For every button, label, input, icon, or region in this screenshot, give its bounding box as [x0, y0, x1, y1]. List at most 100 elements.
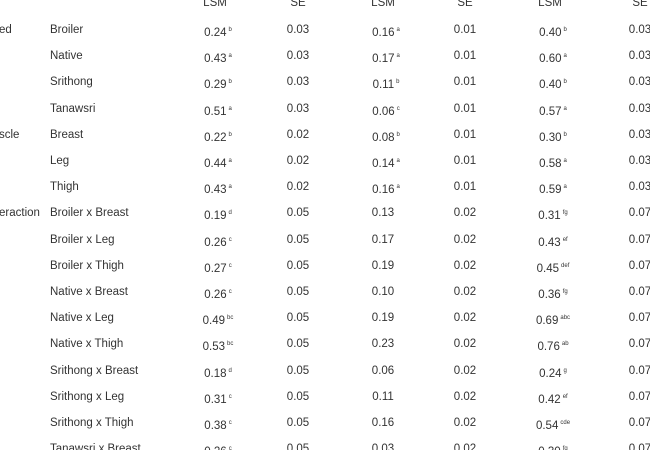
cell: 0.02: [454, 285, 476, 299]
column-header: SE: [290, 0, 306, 9]
superscript: a: [396, 158, 400, 164]
cell-value: 0.07: [628, 233, 650, 246]
row-label: Breast: [50, 128, 84, 141]
cell: 0.16 a: [372, 180, 400, 197]
cell-value: 0.02: [453, 443, 477, 450]
cell-value: 0.07: [628, 417, 650, 429]
cell-value: 0.11: [372, 79, 395, 92]
group-label: scle: [0, 128, 20, 141]
cell-value: 0.17: [371, 233, 395, 246]
cell: 0.01: [454, 102, 476, 116]
cell-value: 0.02: [286, 155, 310, 167]
cell-value: 0.26: [204, 236, 227, 249]
cell-value: 0.59: [539, 184, 562, 197]
cell-value: 0.01: [453, 76, 477, 89]
cell-value: 0.11: [372, 390, 394, 403]
cell-value: 0.01: [453, 102, 477, 115]
cell: 0.13: [372, 206, 394, 220]
cell-value: 0.06: [371, 364, 395, 377]
cell: 0.10: [372, 285, 394, 299]
cell: 0.03: [629, 180, 650, 194]
cell-value: 0.05: [286, 207, 310, 220]
superscript: fg: [562, 289, 568, 295]
cell-value: 0.05: [286, 338, 310, 351]
cell-value: 0.02: [453, 312, 477, 325]
cell: 0.02: [454, 390, 476, 404]
superscript: b: [563, 131, 567, 138]
cell-value: 0.02: [453, 233, 477, 246]
cell-value: 0.30: [538, 446, 560, 450]
cell: 0.19: [372, 311, 394, 325]
row-label: Srithong x Leg: [50, 390, 125, 403]
cell: 0.26c: [204, 442, 231, 450]
superscript: b: [228, 79, 232, 86]
cell-value: 0.51: [204, 105, 227, 118]
column-header: LSM: [538, 0, 562, 9]
cell-value: 0.05: [286, 312, 310, 325]
superscript: a: [563, 105, 567, 112]
cell: 0.23: [372, 337, 394, 351]
cell: 0.43 a: [204, 180, 232, 197]
cell: 0.18 d: [204, 364, 232, 381]
cell-value: 0.02: [286, 181, 310, 194]
cell: 0.03: [629, 23, 650, 37]
cell-value: 0.03: [286, 102, 310, 115]
cell-value: 0.01: [453, 181, 477, 194]
cell: 0.76 ab: [537, 337, 568, 354]
cell-value: 0.54: [535, 420, 559, 432]
cell-value: 0.42: [538, 393, 561, 406]
cell-value: 0.01: [453, 50, 477, 63]
cell: 0.07: [629, 233, 650, 247]
cell-value: 0.27: [204, 262, 227, 275]
cell-value: 0.43: [538, 236, 561, 249]
superscript: a: [228, 105, 232, 112]
cell: 0.03: [629, 154, 650, 168]
cell: 0.07: [629, 206, 650, 220]
cell: 0.05: [287, 442, 309, 450]
cell-value: 0.05: [286, 443, 310, 450]
superscript: c: [228, 420, 232, 426]
cell: 0.40 b: [539, 23, 567, 40]
superscript: a: [563, 53, 567, 60]
cell: 0.45 def: [537, 259, 570, 276]
superscript: c: [228, 289, 232, 295]
cell: 0.24 b: [204, 23, 232, 40]
cell-value: 0.03: [628, 155, 650, 167]
cell-value: 0.16: [371, 417, 395, 429]
cell-value: 0.45: [536, 262, 560, 275]
cell: 0.07: [629, 442, 650, 450]
superscript: c: [228, 262, 232, 269]
row-label: Native x Leg: [50, 312, 114, 325]
cell: 0.05: [287, 390, 309, 404]
superscript: fg: [562, 446, 568, 450]
cell-value: 0.69: [535, 315, 559, 328]
cell-value: 0.05: [286, 390, 310, 403]
cell: 0.05: [287, 259, 309, 273]
superscript: a: [396, 27, 400, 33]
row-label: Leg: [50, 155, 70, 167]
cell: 0.02: [287, 180, 309, 194]
superscript: a: [228, 158, 232, 164]
cell-value: 0.76: [537, 341, 560, 354]
superscript: ab: [561, 341, 569, 348]
cell: 0.40 b: [539, 75, 567, 92]
cell: 0.08 b: [372, 128, 400, 145]
cell: 0.24 g: [539, 364, 567, 381]
row-label: Srithong x Thigh: [50, 417, 134, 429]
cell-value: 0.03: [286, 24, 310, 36]
superscript: c: [228, 393, 232, 400]
cell-value: 0.26: [204, 289, 227, 301]
cell: 0.43 a: [204, 49, 232, 66]
cell: 0.02: [287, 128, 309, 142]
superscript: c: [228, 236, 232, 243]
cell-value: 0.05: [286, 364, 310, 377]
cell-value: 0.24: [539, 367, 562, 380]
cell: 0.02: [454, 337, 476, 351]
column-header: LSM: [371, 0, 395, 9]
cell: 0.05: [287, 416, 309, 430]
cell: 0.30fg: [538, 442, 567, 450]
cell-value: 0.36: [538, 289, 561, 301]
cell: 0.38 c: [204, 416, 231, 433]
